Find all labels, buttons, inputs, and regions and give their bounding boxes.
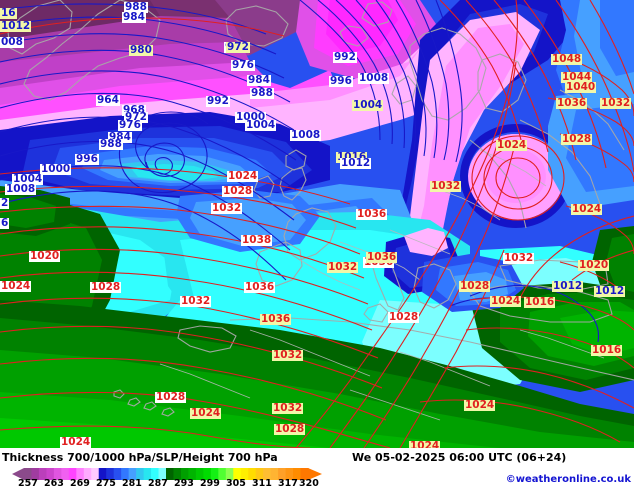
h700-height-label: 1008 xyxy=(5,183,37,195)
slp-isobar-label: 1036 xyxy=(244,281,276,293)
h700-height-label: 1004 xyxy=(12,173,44,185)
colorbar-tick: 275 xyxy=(96,478,116,489)
h700-height-label: 976 xyxy=(118,119,142,131)
slp-isobar-label: 1032 xyxy=(430,180,462,192)
slp-isobar-label: 1036 xyxy=(556,97,588,109)
colorbar-tick: 317 xyxy=(278,478,298,489)
slp-isobar-label: 1028 xyxy=(274,423,306,435)
h700-height-label: 1012 xyxy=(552,280,584,292)
h700-height-label: 988 xyxy=(124,1,148,13)
slp-isobar-label: 1032 xyxy=(272,402,304,414)
slp-isobar-label: 1048 xyxy=(551,53,583,65)
h700-height-label: 1012 xyxy=(340,157,372,169)
slp-isobar-label: 1016 xyxy=(591,344,623,356)
slp-isobar-label: 1024 xyxy=(464,399,496,411)
h700-height-label: 1004 xyxy=(245,119,277,131)
h700-height-label: 984 xyxy=(247,74,271,86)
colorbar-tick: 257 xyxy=(18,478,38,489)
weather-map-canvas[interactable]: 1610120089889849809729769849889921000100… xyxy=(0,0,634,448)
h700-height-label: 1008 xyxy=(358,72,390,84)
h700-height-label: 1004 xyxy=(352,99,384,111)
slp-isobar-label: 1032 xyxy=(180,295,212,307)
slp-isobar-label: 1036 xyxy=(366,251,398,263)
slp-isobar-label: 1028 xyxy=(388,311,420,323)
colorbar-tick: 305 xyxy=(226,478,246,489)
h700-height-label: 1008 xyxy=(290,129,322,141)
h700-height-label: 980 xyxy=(129,44,153,56)
thickness-colorbar xyxy=(12,465,322,480)
colorbar-tick: 263 xyxy=(44,478,64,489)
h700-height-label: 1016 xyxy=(336,151,368,163)
h700-height-label: 1000 xyxy=(40,163,72,175)
slp-isobar-label: 1024 xyxy=(490,295,522,307)
h700-height-label: 996 xyxy=(75,153,99,165)
slp-isobar-label: 1038 xyxy=(241,234,273,246)
h700-height-label: 976 xyxy=(231,59,255,71)
slp-isobar-label: 1020 xyxy=(578,259,610,271)
colorbar-tick: 269 xyxy=(70,478,90,489)
slp-isobar-label: 1020 xyxy=(29,250,61,262)
h700-height-label: 984 xyxy=(108,131,132,143)
colorbar-tick: 311 xyxy=(252,478,272,489)
h700-height-label: 968 xyxy=(122,104,146,116)
map-footer: Thickness 700/1000 hPa/SLP/Height 700 hP… xyxy=(0,448,634,490)
slp-isobar-label: 1024 xyxy=(190,407,222,419)
slp-isobar-label: 1028 xyxy=(222,185,254,197)
slp-isobar-label: 1028 xyxy=(155,391,187,403)
slp-isobar-label: 1024 xyxy=(571,203,603,215)
h700-height-label: 988 xyxy=(99,138,123,150)
slp-isobar-label: 1032 xyxy=(327,261,359,273)
slp-isobar-label: 1024 xyxy=(227,170,259,182)
h700-height-label: 1012 xyxy=(594,285,626,297)
slp-isobar-label: 1032 xyxy=(503,252,535,264)
slp-isobar-label: 1044 xyxy=(561,71,593,83)
slp-isobar-label: 1032 xyxy=(600,97,632,109)
slp-isobar-label: 1032 xyxy=(272,349,304,361)
chart-title: Thickness 700/1000 hPa/SLP/Height 700 hP… xyxy=(2,451,278,464)
h700-height-label: 2 xyxy=(0,197,10,209)
slp-isobar-label: 1028 xyxy=(90,281,122,293)
colorbar-tick: 299 xyxy=(200,478,220,489)
h700-height-label: 008 xyxy=(0,36,24,48)
slp-isobar-label: 1024 xyxy=(60,436,92,448)
slp-isobar-label: 1024 xyxy=(496,139,528,151)
colorbar-tick: 320 xyxy=(299,478,319,489)
copyright-notice: ©weatheronline.co.uk xyxy=(505,474,631,485)
colorbar-swatches xyxy=(12,468,322,480)
h700-height-label: 988 xyxy=(250,87,274,99)
h700-height-label: 6 xyxy=(0,217,10,229)
h700-height-label: 972 xyxy=(124,111,148,123)
slp-isobar-label: 1032 xyxy=(211,202,243,214)
slp-isobar-label: 1016 xyxy=(524,296,556,308)
chart-datetime: We 05-02-2025 06:00 UTC (06+24) xyxy=(352,451,567,464)
h700-height-label: 1012 xyxy=(0,20,32,32)
h700-height-label: 996 xyxy=(329,75,353,87)
h700-height-label: 1000 xyxy=(235,111,267,123)
h700-height-label: 992 xyxy=(206,95,230,107)
map-graphics xyxy=(0,0,634,448)
h700-height-label: 984 xyxy=(122,11,146,23)
colorbar-tick: 287 xyxy=(148,478,168,489)
colorbar-tick-labels: 257 263 269 275 281 287 293 299 305 311 317 320 xyxy=(0,478,340,490)
slp-isobar-label: 1024 xyxy=(0,280,32,292)
slp-isobar-label: 1028 xyxy=(561,133,593,145)
slp-isobar-label: 1040 xyxy=(565,81,597,93)
h700-height-label: 16 xyxy=(0,7,17,19)
slp-isobar-label: 1028 xyxy=(459,280,491,292)
slp-isobar-label: 1036 xyxy=(260,313,292,325)
slp-isobar-label: 1024 xyxy=(409,441,441,448)
colorbar-tick: 281 xyxy=(122,478,142,489)
h700-height-label: 972 xyxy=(226,41,250,53)
slp-isobar-label: 1036 xyxy=(356,208,388,220)
h700-height-label: 992 xyxy=(333,51,357,63)
colorbar-tick: 293 xyxy=(174,478,194,489)
h700-height-label: 964 xyxy=(96,94,120,106)
